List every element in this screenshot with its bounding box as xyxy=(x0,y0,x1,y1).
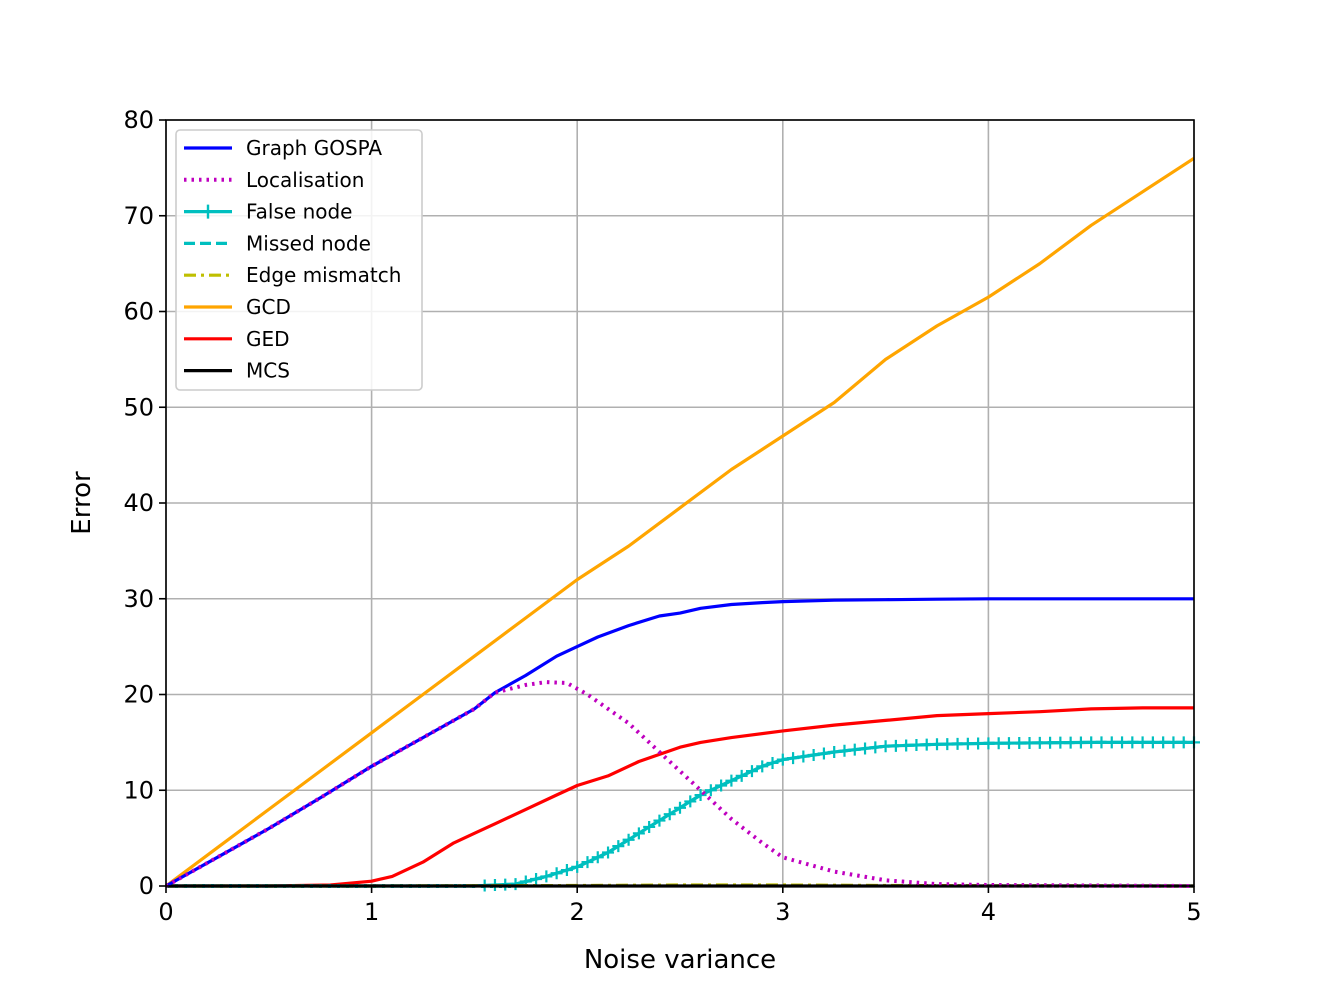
y-tick-label: 20 xyxy=(123,681,154,709)
x-tick-label: 3 xyxy=(775,898,790,926)
y-tick-label: 70 xyxy=(123,202,154,230)
x-tick-label: 5 xyxy=(1186,898,1201,926)
marker-plus xyxy=(725,774,738,787)
legend-label-missed-node: Missed node xyxy=(246,231,371,255)
series-line-gcd xyxy=(165,156,1195,888)
legend-label-localisation: Localisation xyxy=(246,168,364,192)
y-tick-label: 10 xyxy=(123,776,154,804)
y-tick-label: 60 xyxy=(123,298,154,326)
y-axis-ticks: 0 10 20 30 40 50 60 70 80 xyxy=(123,106,166,900)
x-tick-label: 0 xyxy=(158,898,173,926)
legend-label-false-node: False node xyxy=(246,200,352,224)
legend-label-mcs: MCS xyxy=(246,359,290,383)
y-tick-label: 0 xyxy=(139,872,154,900)
series-line-graph-gospa xyxy=(165,597,1194,888)
legend-marker-plus xyxy=(201,204,215,219)
series-line-ged xyxy=(166,706,1194,888)
marker-plus xyxy=(653,814,666,827)
y-tick-label: 50 xyxy=(123,393,154,421)
marker-plus xyxy=(602,846,615,859)
legend-label-ged: GED xyxy=(246,327,290,351)
y-tick-label: 40 xyxy=(123,489,154,517)
legend-label-gcd: GCD xyxy=(246,295,291,319)
legend-label-edge-mismatch: Edge mismatch xyxy=(246,263,401,287)
x-axis-ticks: 0 1 2 3 4 5 xyxy=(158,886,1202,926)
legend-label-graph-gospa: Graph GOSPA xyxy=(246,136,382,160)
x-tick-label: 4 xyxy=(981,898,996,926)
legend-box xyxy=(175,129,423,391)
marker-plus xyxy=(612,840,625,853)
legend: Graph GOSPA Localisation False node Missed … xyxy=(175,129,423,391)
y-axis-label: Error xyxy=(67,471,97,535)
series-line-missed-node xyxy=(166,740,1194,888)
series-line-localisation xyxy=(165,680,1195,888)
x-tick-label: 2 xyxy=(570,898,585,926)
y-tick-label: 30 xyxy=(123,585,154,613)
y-tick-label: 80 xyxy=(123,106,154,134)
x-tick-label: 1 xyxy=(364,898,379,926)
x-axis-label: Noise variance xyxy=(584,945,776,975)
marker-plus xyxy=(694,789,707,802)
